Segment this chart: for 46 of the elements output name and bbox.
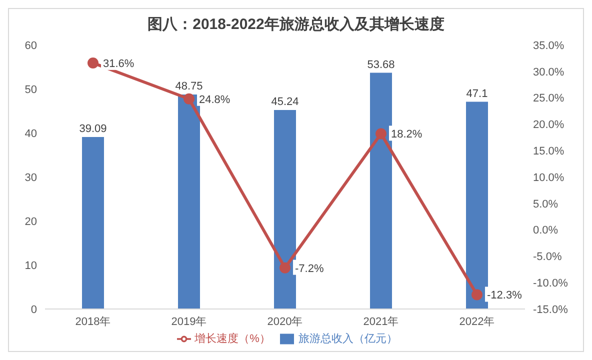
legend-label: 增长速度（%） xyxy=(194,333,270,345)
x-tick-label: 2020年 xyxy=(267,316,303,328)
data-label: 53.68 xyxy=(367,58,395,71)
data-label: 47.1 xyxy=(466,88,488,100)
y2-tick-label: 20.0% xyxy=(533,119,564,132)
y2-tick-label: 30.0% xyxy=(533,66,564,78)
x-tick-label: 2021年 xyxy=(363,316,399,328)
y-tick-label: 60 xyxy=(24,40,37,52)
data-label: 31.6% xyxy=(103,58,134,70)
bar xyxy=(274,110,296,309)
data-label: 24.8% xyxy=(199,94,230,106)
y-tick-label: 30 xyxy=(24,172,37,184)
y2-tick-label: 5.0% xyxy=(533,198,558,210)
y2-tick-label: -15.0% xyxy=(533,304,568,316)
bar xyxy=(178,94,200,309)
y-tick-label: 50 xyxy=(24,84,37,96)
data-label: 45.24 xyxy=(271,96,299,108)
data-label: -7.2% xyxy=(295,262,324,275)
y2-tick-label: -5.0% xyxy=(533,251,562,264)
y-tick-label: 40 xyxy=(24,128,37,140)
data-label: 39.09 xyxy=(79,123,107,136)
y2-tick-label: -10.0% xyxy=(533,278,568,290)
y2-tick-label: 25.0% xyxy=(533,92,564,105)
point xyxy=(88,57,98,68)
point xyxy=(184,93,194,104)
data-label: 18.2% xyxy=(391,128,422,141)
data-label: -12.3% xyxy=(487,290,522,302)
chart-title: 图八：2018-2022年旅游总收入及其增长速度 xyxy=(146,15,446,35)
bar xyxy=(82,137,104,309)
point xyxy=(472,289,482,300)
bar xyxy=(370,72,392,309)
legend-label: 旅游总收入（亿元） xyxy=(298,333,398,345)
y-tick-label: 10 xyxy=(24,260,37,272)
y2-tick-label: 35.0% xyxy=(533,40,564,52)
x-tick-label: 2022年 xyxy=(459,316,495,328)
y2-tick-label: 15.0% xyxy=(533,146,564,158)
y2-tick-label: 10.0% xyxy=(533,172,564,184)
point xyxy=(376,128,386,140)
x-tick-label: 2019年 xyxy=(171,316,207,328)
x-tick-label: 2018年 xyxy=(75,316,111,328)
y-tick-label: 20 xyxy=(24,216,37,228)
y2-tick-label: 0.0% xyxy=(533,224,558,237)
point xyxy=(280,262,290,274)
data-label: 48.75 xyxy=(175,80,203,92)
bar xyxy=(466,102,488,309)
y-tick-label: 0 xyxy=(30,304,37,316)
